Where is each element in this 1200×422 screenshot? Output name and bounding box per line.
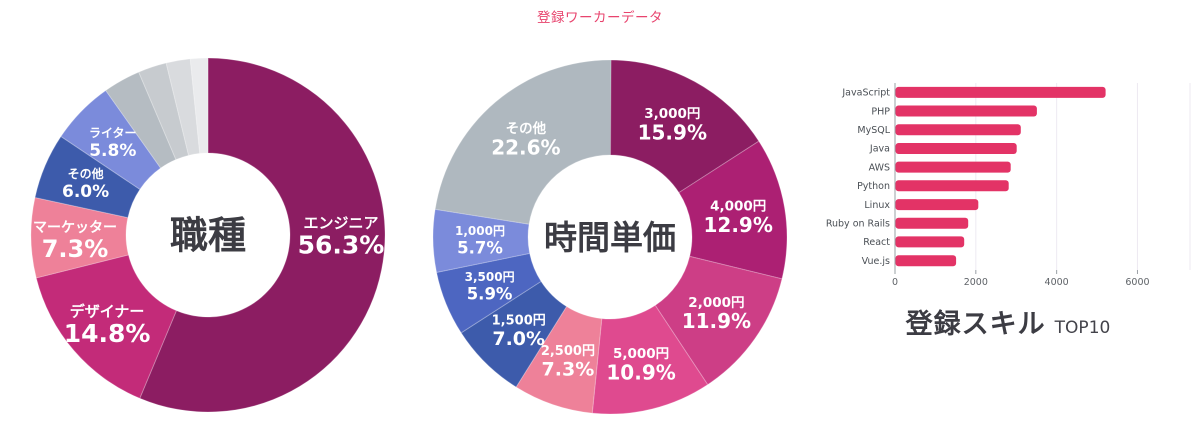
segment-percent: 15.9% xyxy=(638,120,707,144)
segment-name: 3,500円 xyxy=(465,270,515,284)
bar-MySQL xyxy=(895,124,1021,136)
bar-category-label: PHP xyxy=(871,106,890,117)
segment-percent: 5.8% xyxy=(89,141,136,161)
x-tick-label: 2000 xyxy=(964,277,988,288)
bar-category-label: Linux xyxy=(864,200,890,211)
segment-label-マーケッター: マーケッター 7.3% xyxy=(33,220,117,263)
donut-segment-マーケッター xyxy=(30,196,130,279)
segment-label-4,000円: 4,000円 12.9% xyxy=(704,199,773,237)
segment-name: その他 xyxy=(68,166,104,181)
segment-percent: 10.9% xyxy=(606,361,675,385)
segment-name: 2,500円 xyxy=(541,344,595,359)
segment-percent: 56.3% xyxy=(298,231,385,260)
segment-label-5,000円: 5,000円 10.9% xyxy=(606,346,675,384)
segment-label-2,500円: 2,500円 7.3% xyxy=(541,344,595,381)
segment-name: 2,000円 xyxy=(688,295,744,311)
x-tick-label: 0 xyxy=(892,277,898,288)
bar-category-label: MySQL xyxy=(857,125,890,136)
segment-percent: 5.7% xyxy=(457,238,503,257)
skills-title-subtitle: TOP10 xyxy=(1054,318,1111,338)
segment-percent: 6.0% xyxy=(62,182,109,202)
segment-name: デザイナー xyxy=(70,303,145,321)
segment-label-2,000円: 2,000円 11.9% xyxy=(682,295,751,333)
skills-title-text: 登録スキル xyxy=(905,309,1046,340)
segment-label-1,000円: 1,000円 5.7% xyxy=(455,224,505,258)
segment-name: エンジニア xyxy=(303,214,378,232)
segment-name: マーケッター xyxy=(33,220,117,236)
segment-percent: 11.9% xyxy=(682,309,751,333)
x-tick-label: 6000 xyxy=(1125,277,1149,288)
bar-Java xyxy=(895,143,1017,154)
job-type-donut-chart: エンジニア 56.3% デザイナー 14.8% マーケッター 7.3% その他 6.0% ライタ… xyxy=(30,57,386,413)
donut-segment-5,000円 xyxy=(591,304,709,415)
segment-label-その他: その他 6.0% xyxy=(62,166,109,202)
bar-Ruby on Rails xyxy=(895,217,969,229)
donut-segment-その他 xyxy=(434,59,612,225)
segment-percent: 12.9% xyxy=(704,213,773,237)
bar-category-label: Vue.js xyxy=(862,256,890,267)
x-tick-label: 4000 xyxy=(1045,277,1069,288)
segment-label-1,500円: 1,500円 7.0% xyxy=(492,314,546,351)
segment-percent: 7.0% xyxy=(492,328,545,350)
bar-Python xyxy=(895,180,1009,192)
segment-percent: 22.6% xyxy=(491,135,560,159)
donut-segment-2,000円 xyxy=(654,255,783,386)
segment-name: 1,000円 xyxy=(455,224,505,238)
segment-percent: 7.3% xyxy=(542,359,595,381)
bar-category-label: JavaScript xyxy=(841,88,890,99)
donut-segment-3,000円 xyxy=(609,59,760,194)
skills-bar-chart: 0 2000 4000 6000 JavaScript PHP MySQL Java AWS Py… xyxy=(826,83,1191,288)
skills-chart-block: 0 2000 4000 6000 JavaScript PHP MySQL Java AWS Py… xyxy=(820,72,1196,341)
page-title: 登録ワーカーデータ xyxy=(537,10,663,26)
skills-chart-title: 登録スキル TOP10 xyxy=(820,302,1196,341)
donut-segment-other-8 xyxy=(189,57,209,154)
segment-percent: 7.3% xyxy=(42,235,109,263)
bar-AWS xyxy=(895,161,1011,173)
bar-Linux xyxy=(895,199,979,211)
segment-name: 5,000円 xyxy=(613,346,669,362)
donut-center-title: 職種 xyxy=(170,214,246,258)
bar-category-label: Java xyxy=(869,144,890,155)
segment-label-3,500円: 3,500円 5.9% xyxy=(465,270,515,304)
bar-JavaScript xyxy=(895,86,1106,98)
segment-percent: 14.8% xyxy=(64,319,151,348)
donut-segment-4,000円 xyxy=(678,140,788,280)
segment-label-デザイナー: デザイナー 14.8% xyxy=(64,303,151,349)
donut-segment-デザイナー xyxy=(35,254,178,399)
segment-label-その他: その他 22.6% xyxy=(491,120,560,159)
donut-segment-1,500円 xyxy=(460,280,568,388)
bar-React xyxy=(895,236,965,248)
bar-PHP xyxy=(895,105,1037,117)
bar-category-label: Ruby on Rails xyxy=(826,218,890,229)
segment-name: 4,000円 xyxy=(710,199,766,215)
segment-name: 3,000円 xyxy=(644,106,700,122)
segment-label-エンジニア: エンジニア 56.3% xyxy=(298,214,385,260)
donut-center-title: 時間単価 xyxy=(544,218,676,257)
segment-name: その他 xyxy=(506,120,547,137)
bar-category-label: Python xyxy=(857,181,890,192)
segment-name: ライター xyxy=(89,126,137,140)
segment-percent: 5.9% xyxy=(467,285,513,304)
donut-segment-エンジニア xyxy=(139,57,386,413)
segment-name: 1,500円 xyxy=(492,314,546,329)
segment-label-3,000円: 3,000円 15.9% xyxy=(638,106,707,144)
bar-Vue.js xyxy=(895,255,957,267)
hourly-rate-donut-chart: 3,000円 15.9%4,000円 12.9%2,000円 11.9%5,000円 1… xyxy=(432,59,788,415)
bar-category-label: AWS xyxy=(869,162,890,173)
donut-segment-2,500円 xyxy=(515,305,603,414)
segment-label-ライター: ライター 5.8% xyxy=(89,126,137,161)
bar-category-label: React xyxy=(863,237,890,248)
